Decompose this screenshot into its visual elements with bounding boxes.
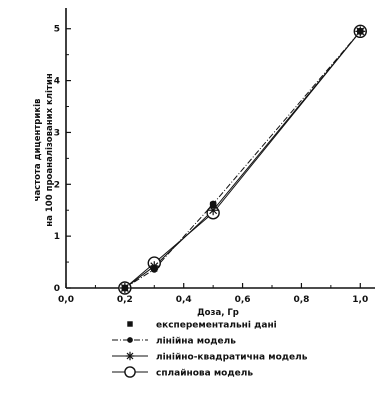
series-0-point-3 — [357, 28, 364, 35]
legend-marker-2-stroke-3 — [126, 352, 134, 360]
series-lines — [124, 30, 361, 289]
legend-label-3: сплайнова модель — [156, 369, 253, 379]
series-0-point-1 — [151, 265, 158, 272]
y-axis-label-line2: на 100 проаналізованих клітин — [44, 73, 55, 227]
legend-marker-1 — [127, 337, 133, 343]
x-tick-label-3: 0,6 — [235, 295, 251, 305]
x-tick-label-5: 1,0 — [352, 295, 368, 305]
series-0-point-0 — [121, 284, 129, 292]
x-axis-label: Доза, Гр — [197, 308, 239, 318]
y-tick-label-0: 0 — [54, 284, 60, 294]
legend-label-1: лінійна модель — [156, 336, 236, 347]
y-tick-label-3: 3 — [54, 128, 60, 138]
x-tick-label-4: 0,8 — [293, 295, 309, 305]
legend-marker-0 — [127, 321, 133, 327]
y-axis-label: частота дицентриків на 100 проаналізован… — [32, 73, 55, 227]
y-tick-label-2: 2 — [54, 180, 60, 190]
x-tick-label-1: 0,2 — [117, 295, 133, 305]
y-axis-label-line1: частота дицентриків — [32, 99, 43, 202]
y-tick-label-4: 4 — [54, 77, 60, 87]
series-line-2 — [124, 30, 361, 289]
legend-label-0: експерементальні дані — [156, 320, 277, 331]
series-0-point-2 — [209, 201, 217, 209]
series-markers — [118, 24, 367, 295]
legend-marker-2 — [125, 351, 135, 361]
axes: 0,0 0,2 0,4 0,6 0,8 1,0 0 1 2 3 4 5 — [54, 8, 375, 305]
x-tick-label-0: 0,0 — [58, 295, 74, 305]
series-line-3 — [124, 30, 361, 289]
legend: експерементальні дані лінійна модель ліній… — [112, 320, 308, 379]
y-tick-label-5: 5 — [54, 25, 60, 35]
legend-marker-3 — [124, 366, 136, 378]
x-tick-label-2: 0,4 — [176, 295, 192, 305]
y-tick-label-1: 1 — [54, 232, 60, 242]
series-line-1 — [124, 30, 361, 289]
legend-label-2: лінійно-квадратична модель — [156, 352, 308, 363]
